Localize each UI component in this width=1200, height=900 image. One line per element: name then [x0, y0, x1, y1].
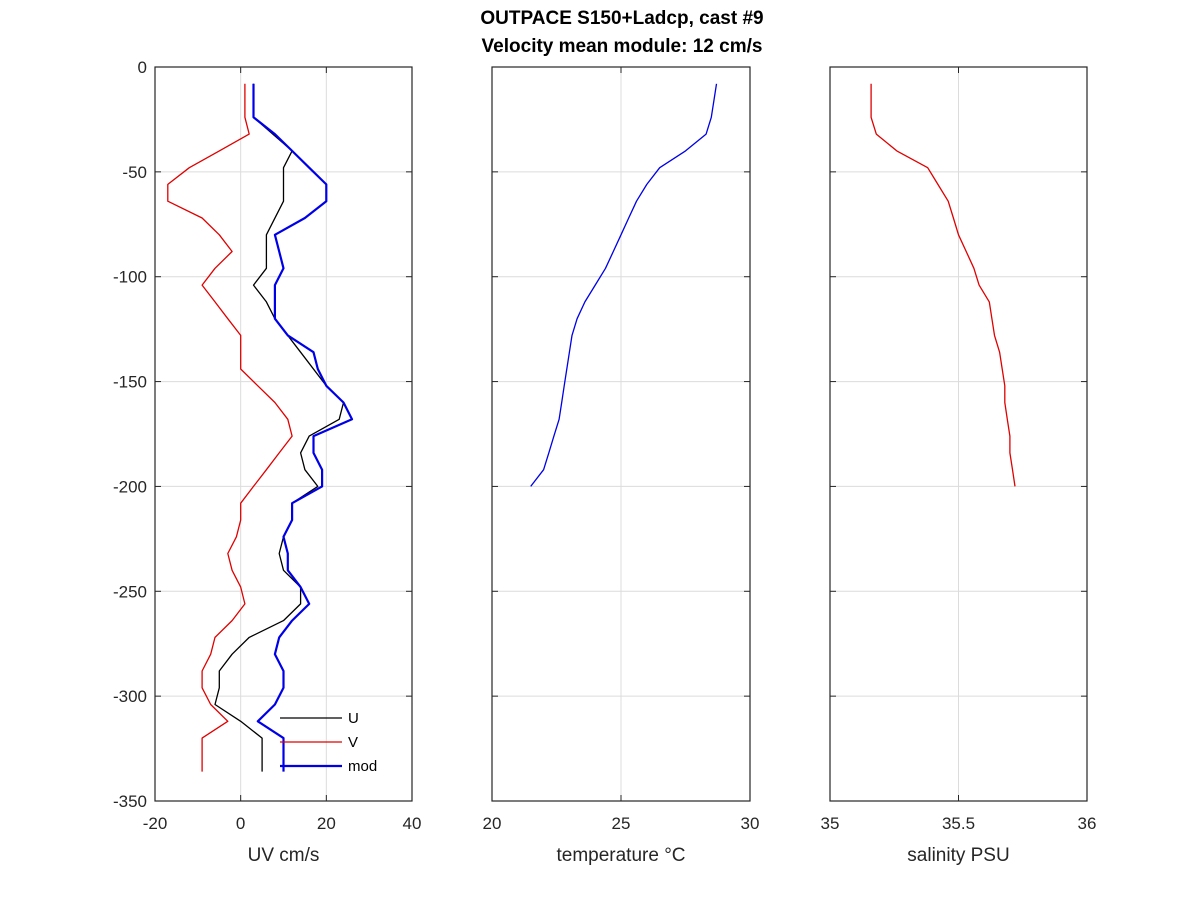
x-tick-label: 30 [741, 814, 760, 833]
x-tick-label: 25 [612, 814, 631, 833]
x-axis-label: temperature °C [556, 845, 685, 866]
y-tick-label: -150 [113, 373, 147, 392]
y-tick-label: -350 [113, 792, 147, 811]
figure-title-line1: OUTPACE S150+Ladcp, cast #9 [480, 8, 763, 29]
series-line-mod [252, 83, 354, 772]
series-line-v [167, 83, 293, 772]
x-tick-label: 20 [483, 814, 502, 833]
series-line-0 [530, 83, 718, 487]
x-tick-label: 40 [403, 814, 422, 833]
x-tick-label: 35.5 [942, 814, 975, 833]
x-axis-label: UV cm/s [248, 845, 320, 866]
series-line-u [214, 83, 345, 772]
salinity-panel: 35 35.5 36 salinity PSU [821, 66, 1097, 866]
x-tick-label: 0 [236, 814, 245, 833]
temperature-panel: 20 25 30 temperature °C [483, 66, 760, 866]
legend-label: V [348, 734, 358, 751]
x-tick-label: 36 [1078, 814, 1097, 833]
y-tick-label: -50 [122, 163, 147, 182]
x-tick-label: 35 [821, 814, 840, 833]
axes-box [154, 66, 413, 802]
x-tick-label: 20 [317, 814, 336, 833]
x-axis-label: salinity PSU [907, 845, 1009, 866]
y-tick-label: -300 [113, 687, 147, 706]
y-tick-label: 0 [138, 58, 147, 77]
legend-label: U [348, 710, 359, 727]
y-tick-label: -100 [113, 268, 147, 287]
x-tick-label: -20 [143, 814, 168, 833]
y-tick-label: -200 [113, 477, 147, 496]
y-tick-label: -250 [113, 582, 147, 601]
series-line-0 [870, 83, 1016, 487]
figure-title-line2: Velocity mean module: 12 cm/s [482, 36, 763, 57]
legend-label: mod [348, 758, 377, 775]
